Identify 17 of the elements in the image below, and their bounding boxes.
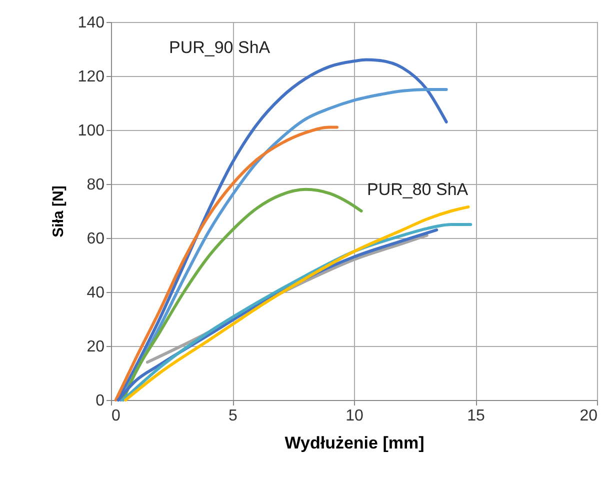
- x-tick-label: 5: [228, 408, 238, 424]
- y-tick-label: 80: [86, 176, 105, 194]
- annotation: PUR_80 ShA: [367, 180, 469, 199]
- x-axis-title: Wydłużenie [mm]: [284, 434, 424, 452]
- x-tick-label: 20: [580, 408, 598, 424]
- y-tick-label: 60: [86, 230, 105, 248]
- x-tick-label: 10: [346, 408, 364, 424]
- x-tick-label: 15: [467, 408, 485, 424]
- y-tick-label: 120: [78, 68, 105, 86]
- y-tick-label: 40: [86, 284, 105, 302]
- y-tick-label: 100: [78, 122, 105, 140]
- y-axis-title: Siła [N]: [50, 186, 67, 238]
- annotation: PUR_90 ShA: [169, 38, 271, 57]
- x-tick-label: 0: [112, 408, 120, 424]
- y-tick-label: 140: [78, 14, 105, 32]
- y-tick-label: 20: [86, 338, 105, 356]
- y-tick-label: 0: [96, 392, 105, 410]
